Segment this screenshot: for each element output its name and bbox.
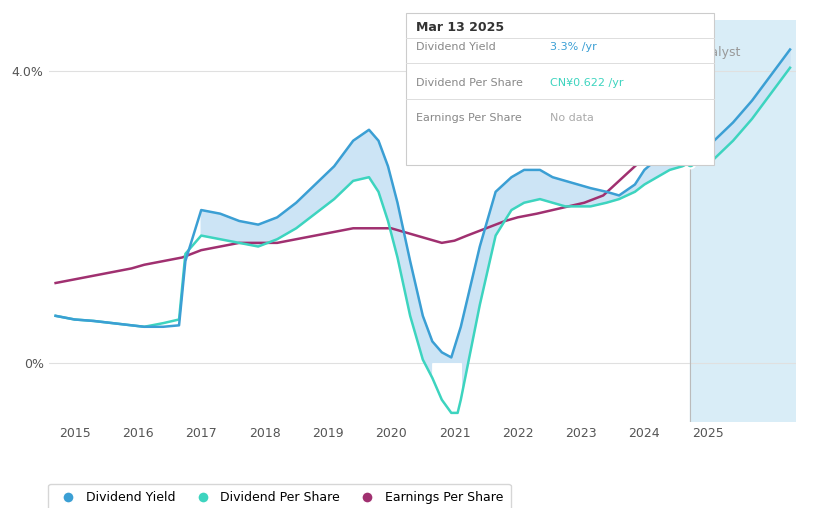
Text: Earnings Per Share: Earnings Per Share [416, 113, 522, 123]
Text: Mar 13 2025: Mar 13 2025 [416, 21, 504, 35]
Text: No data: No data [550, 113, 594, 123]
Text: 3.3% /yr: 3.3% /yr [550, 42, 597, 52]
Text: Dividend Yield: Dividend Yield [416, 42, 496, 52]
Bar [690, 20, 796, 422]
Text: CN¥0.622 /yr: CN¥0.622 /yr [550, 78, 624, 88]
Text: Analyst: Analyst [695, 46, 741, 59]
Text: Past: Past [656, 46, 687, 59]
Text: Dividend Per Share: Dividend Per Share [416, 78, 523, 88]
Legend: Dividend Yield, Dividend Per Share, Earnings Per Share: Dividend Yield, Dividend Per Share, Earn… [48, 484, 511, 508]
